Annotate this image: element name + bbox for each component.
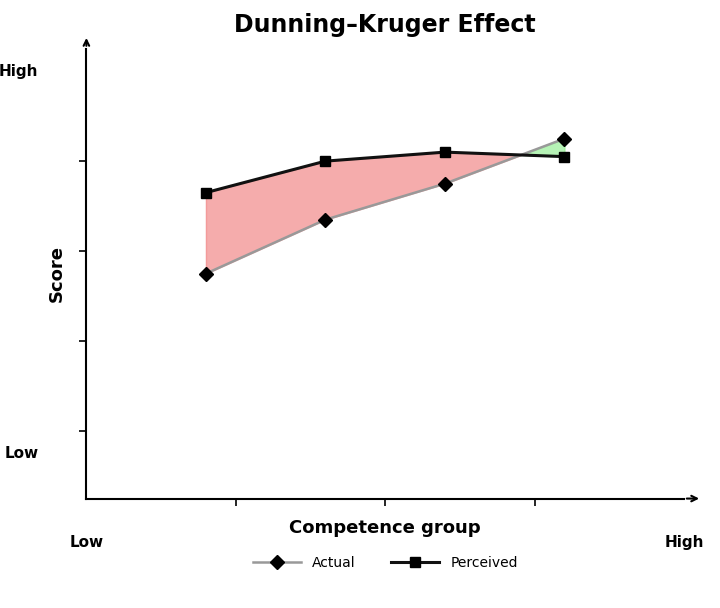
X-axis label: Competence group: Competence group [289,519,481,537]
Title: Dunning–Kruger Effect: Dunning–Kruger Effect [235,13,536,37]
Legend: Actual, Perceived: Actual, Perceived [247,550,523,576]
Text: Low: Low [4,446,39,461]
Text: High: High [665,534,703,550]
Text: Low: Low [69,534,104,550]
Text: High: High [0,64,39,78]
Y-axis label: Score: Score [48,245,66,302]
